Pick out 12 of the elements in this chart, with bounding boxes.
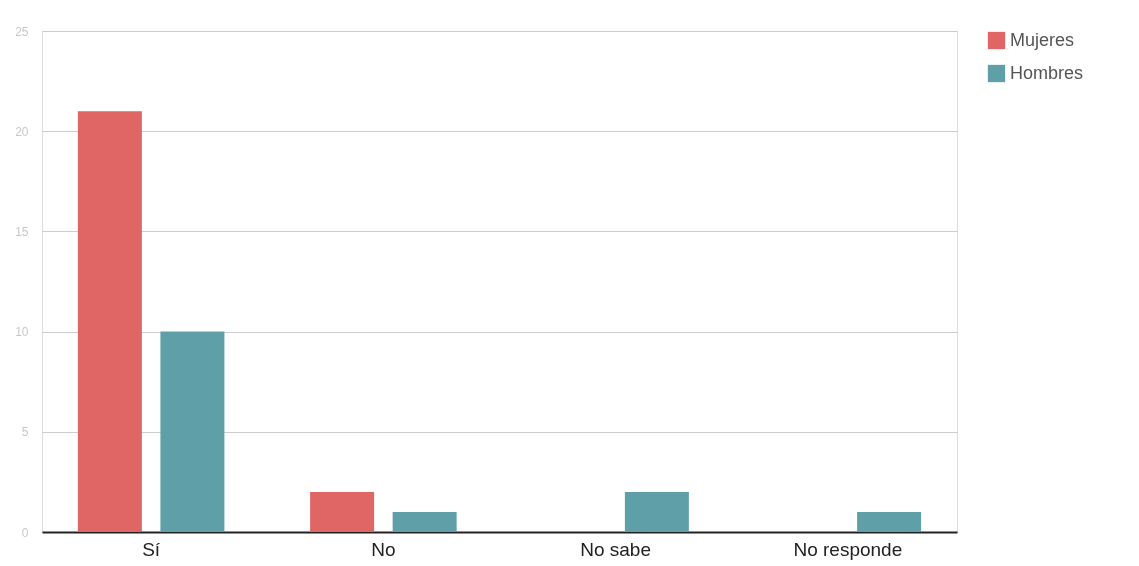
bar: [392, 511, 457, 532]
legend-label: Mujeres: [1010, 29, 1075, 50]
x-tick-label: No: [371, 538, 396, 560]
bar: [310, 491, 375, 532]
bar: [624, 491, 689, 532]
x-tick-label: No sabe: [580, 538, 652, 560]
bar: [857, 511, 922, 532]
bar: [77, 111, 142, 532]
legend-label: Hombres: [1010, 62, 1084, 83]
x-tick-label: Sí: [142, 538, 161, 560]
x-tick-label: No responde: [793, 538, 903, 560]
bar: [160, 331, 225, 532]
